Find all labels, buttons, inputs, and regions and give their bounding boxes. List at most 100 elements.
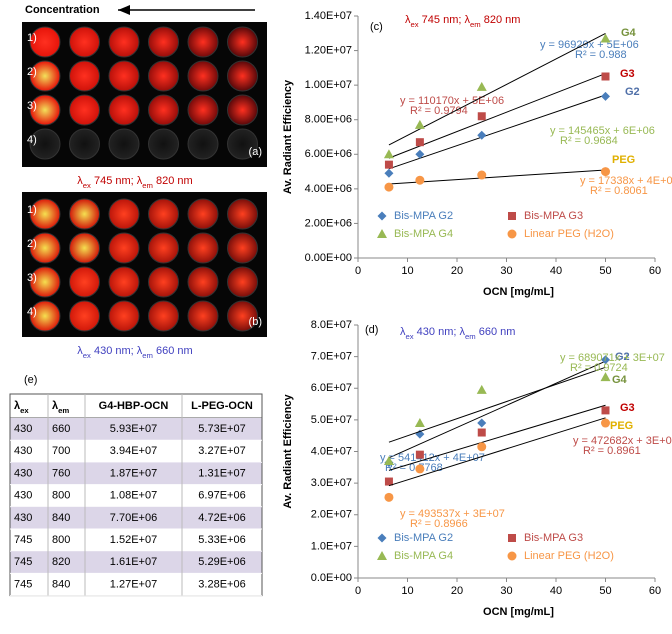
- r-squared: R² = 0.7768: [385, 462, 443, 474]
- row-shade: [10, 418, 262, 441]
- well: [148, 60, 179, 92]
- y-tick-label: 3.0E+07: [311, 477, 352, 489]
- equation: y = 493537x + 3E+07: [400, 508, 505, 520]
- well: [227, 300, 258, 332]
- well: [108, 128, 140, 160]
- table-cell: 430: [14, 423, 32, 435]
- equation: y = 541412x + 4E+07: [380, 452, 485, 464]
- point: [477, 112, 486, 121]
- legend-label: Linear PEG (H2O): [524, 550, 614, 562]
- well: [187, 266, 219, 298]
- y-axis-label: Av. Radiant Efficiency: [282, 393, 294, 508]
- table-cell: 1.87E+07: [110, 467, 157, 479]
- table-cell: 1.52E+07: [110, 534, 157, 546]
- table-cell: 745: [14, 534, 32, 546]
- x-tick-label: 0: [355, 265, 361, 277]
- table-cell: 760: [52, 467, 70, 479]
- legend-marker: [377, 229, 387, 238]
- well: [108, 198, 140, 230]
- well: [148, 198, 179, 230]
- y-tick-label: 2.0E+07: [311, 509, 352, 521]
- table-cell: 700: [52, 445, 70, 457]
- legend-marker: [377, 533, 387, 543]
- x-tick-label: 40: [550, 585, 562, 597]
- legend-label: Bis-MPA G3: [524, 210, 583, 222]
- well: [29, 128, 61, 160]
- table-cell: 3.27E+07: [198, 445, 245, 457]
- text-part: ex: [83, 351, 91, 360]
- x-tick-label: 0: [355, 585, 361, 597]
- point: [600, 33, 611, 43]
- y-tick-label: 1.20E+07: [305, 44, 352, 56]
- well: [187, 232, 219, 264]
- table-cell: 3.28E+06: [198, 578, 245, 590]
- point: [477, 170, 487, 180]
- table-cell: 660: [52, 423, 70, 435]
- y-tick-label: 2.00E+06: [305, 217, 352, 229]
- table-header: λem: [52, 400, 69, 415]
- legend-label: Bis-MPA G4: [394, 550, 453, 562]
- r-squared: R² = 0.8966: [410, 518, 468, 530]
- y-tick-label: 8.0E+07: [311, 319, 352, 331]
- point: [414, 418, 425, 428]
- table-cell: 6.97E+06: [198, 490, 245, 502]
- x-tick-label: 40: [550, 265, 562, 277]
- legend-label: Bis-MPA G2: [394, 210, 453, 222]
- row-shade: [10, 462, 262, 485]
- text-part: em: [465, 332, 476, 341]
- row-label: 2): [27, 66, 37, 78]
- y-tick-label: 7.0E+07: [311, 351, 352, 363]
- y-tick-label: 4.00E+06: [305, 183, 352, 195]
- trendline: [388, 33, 606, 146]
- legend-label: Bis-MPA G3: [524, 532, 583, 544]
- text-part: 745 nm; λ: [91, 175, 143, 187]
- table-cell: 840: [52, 512, 70, 524]
- table-cell: 1.08E+07: [110, 490, 157, 502]
- annotation: λex 430 nm; λem 660 nm: [400, 326, 515, 341]
- arrow-head: [118, 5, 130, 15]
- r-squared: R² = 0.9724: [570, 362, 628, 374]
- row-label: 1): [27, 204, 37, 216]
- legend-label: Bis-MPA G4: [394, 228, 453, 240]
- trendline: [388, 360, 606, 459]
- well: [29, 198, 61, 230]
- x-tick-label: 20: [451, 265, 463, 277]
- plate-a: [22, 22, 267, 167]
- point: [414, 119, 425, 129]
- well: [108, 60, 140, 92]
- y-tick-label: 5.0E+07: [311, 414, 352, 426]
- annotation: λex 745 nm; λem 820 nm: [405, 14, 520, 29]
- well: [148, 266, 179, 298]
- series-label: PEG: [612, 154, 635, 166]
- plate-label: (b): [249, 316, 262, 328]
- point: [601, 167, 610, 177]
- table-cell: 430: [14, 490, 32, 502]
- x-axis-label: OCN [mg/mL]: [483, 606, 554, 618]
- y-tick-label: 1.0E+07: [311, 540, 352, 552]
- point: [477, 428, 486, 437]
- legend-marker: [377, 551, 387, 560]
- well: [148, 300, 179, 332]
- point: [477, 130, 487, 140]
- table-label: (e): [24, 374, 37, 386]
- point: [477, 418, 487, 428]
- y-tick-label: 6.0E+07: [311, 382, 352, 394]
- point: [415, 175, 425, 185]
- well: [187, 198, 219, 230]
- point: [601, 418, 610, 428]
- text-part: 430 nm; λ: [414, 326, 466, 338]
- well: [108, 232, 140, 264]
- table-cell: 430: [14, 445, 32, 457]
- text-part: ex: [411, 20, 419, 29]
- well: [187, 300, 219, 332]
- text-part: 745 nm; λ: [419, 14, 471, 26]
- x-axis-label: OCN [mg/mL]: [483, 286, 554, 298]
- table-cell: 430: [14, 512, 32, 524]
- row-label: 1): [27, 32, 37, 44]
- equation: y = 17338x + 4E+06: [580, 175, 672, 187]
- trendline: [388, 417, 606, 487]
- point: [601, 72, 610, 81]
- text-part: λ: [405, 14, 411, 26]
- point: [476, 384, 487, 394]
- point: [384, 492, 394, 502]
